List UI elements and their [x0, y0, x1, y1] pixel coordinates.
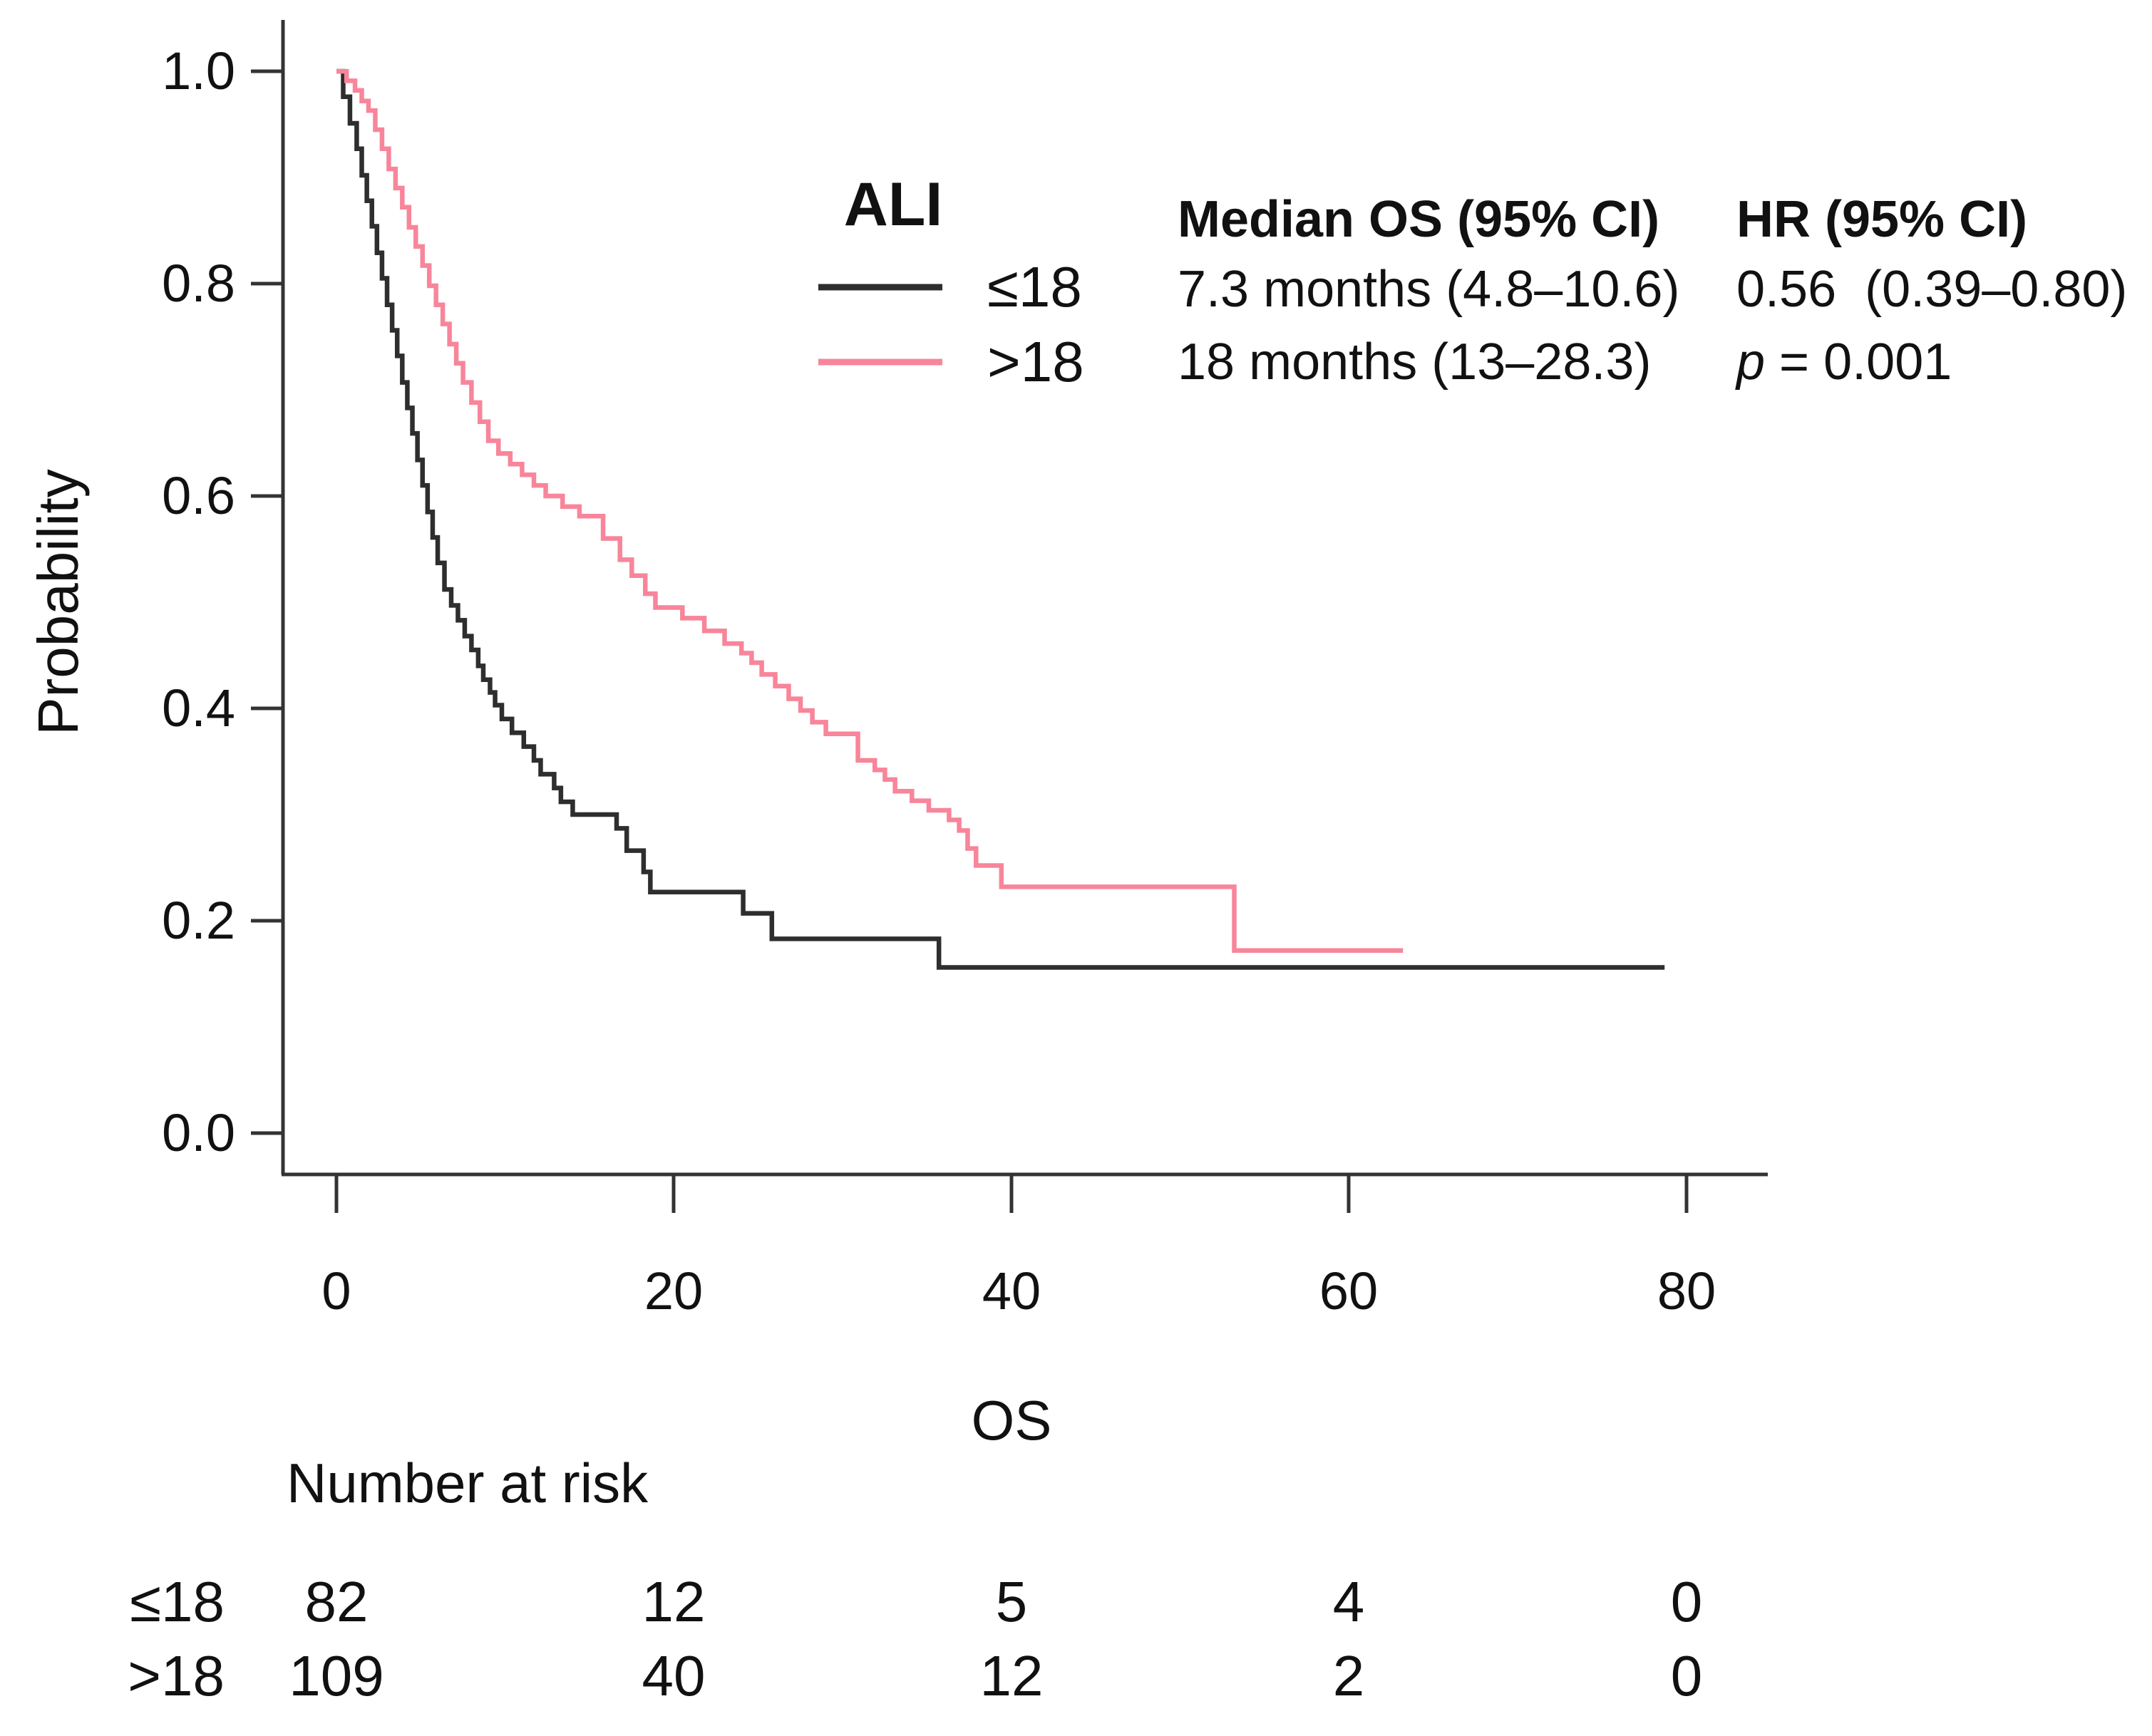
risk-value: 12 [979, 1644, 1044, 1707]
y-axis-title: Probability [26, 469, 90, 735]
risk-value: 0 [1670, 1570, 1703, 1633]
risk-table-title: Number at risk [287, 1452, 649, 1514]
x-tick-label: 40 [982, 1261, 1041, 1321]
x-tick-label: 20 [644, 1261, 704, 1321]
risk-value: 109 [289, 1644, 384, 1707]
x-tick-label: 0 [321, 1261, 351, 1321]
y-tick-label: 0.4 [162, 678, 235, 738]
stats-p-value: p = 0.001 [1736, 336, 1952, 388]
risk-value: 0 [1670, 1644, 1703, 1707]
risk-value: 5 [995, 1570, 1028, 1633]
stats-header-hr: HR (95% CI) [1736, 191, 2028, 248]
km-curve-gt18 [336, 68, 1404, 953]
y-tick-label: 0.2 [162, 891, 235, 950]
risk-row-label-gt18: >18 [128, 1644, 225, 1707]
y-tick-label: 0.0 [162, 1103, 235, 1162]
y-tick-label: 0.8 [162, 254, 235, 313]
stats-header-median-os: Median OS (95% CI) [1178, 191, 1660, 248]
risk-value: 40 [642, 1644, 706, 1707]
y-tick-label: 1.0 [162, 41, 235, 100]
risk-row-label-le18: ≤18 [130, 1570, 225, 1633]
km-curve-le18 [336, 68, 1665, 970]
x-axis-title: OS [971, 1389, 1052, 1452]
legend-entry-gt18: >18 [987, 330, 1084, 393]
stats-median-le18: 7.3 months (4.8–10.6) [1178, 261, 1680, 318]
risk-value: 4 [1332, 1570, 1365, 1633]
p-italic: p [1736, 334, 1766, 391]
p-value-text: = 0.001 [1765, 334, 1952, 391]
y-axis-ticks [251, 69, 283, 1135]
risk-value: 82 [304, 1570, 369, 1633]
y-tick-label: 0.6 [162, 466, 235, 525]
stats-median-gt18: 18 months (13–28.3) [1178, 334, 1652, 391]
risk-value: 12 [642, 1570, 706, 1633]
legend-title: ALI [843, 170, 943, 239]
legend-entry-le18: ≤18 [987, 255, 1082, 319]
risk-value: 2 [1332, 1644, 1365, 1707]
x-axis-ticks [334, 1174, 1689, 1213]
x-tick-label: 60 [1319, 1261, 1379, 1321]
x-tick-label: 80 [1657, 1261, 1716, 1321]
stats-hr-value: 0.56 (0.39–0.80) [1736, 261, 2128, 318]
